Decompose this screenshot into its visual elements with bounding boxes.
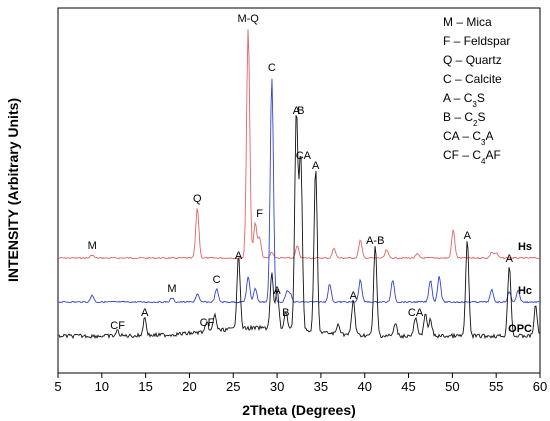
peak-label: F — [256, 208, 263, 220]
series-label-hs: Hs — [518, 241, 532, 253]
peak-label: M — [88, 240, 97, 252]
x-tick-label: 50 — [445, 379, 459, 394]
peak-label: B — [282, 307, 289, 319]
peak-label: CA — [296, 150, 312, 162]
x-tick-label: 60 — [533, 379, 547, 394]
x-tick-label: 20 — [182, 379, 196, 394]
peak-label: B — [297, 105, 304, 117]
series-line-opc — [58, 115, 540, 340]
legend-entry: M – Mica — [443, 15, 492, 29]
series-label-opc: OPC — [508, 323, 532, 335]
peak-label: Q — [193, 193, 202, 205]
legend-entry: C – Calcite — [443, 72, 502, 86]
peak-label: M-Q — [237, 13, 259, 25]
legend-entry: CF – C4AF — [443, 148, 501, 166]
peak-label: CF — [110, 320, 125, 332]
peak-label: A — [350, 290, 358, 302]
x-axis-ticks: 5 10 15 20 25 30 35 40 45 50 55 60 — [54, 373, 547, 394]
x-tick-label: 30 — [270, 379, 284, 394]
x-axis-title: 2Theta (Degrees) — [242, 402, 356, 418]
x-tick-label: 25 — [226, 379, 240, 394]
x-tick-label: 55 — [489, 379, 503, 394]
peak-label: A — [506, 253, 514, 265]
x-tick-label: 45 — [401, 379, 415, 394]
peak-label: C — [268, 62, 276, 74]
series-labels: Hs Hc OPC — [508, 241, 532, 335]
legend-entry: Q – Quartz — [443, 53, 502, 67]
peak-label: A — [293, 105, 301, 117]
peak-label: CF — [200, 317, 215, 329]
legend-entry: A – C3S — [443, 91, 485, 109]
peak-label: CA — [408, 307, 424, 319]
peak-label: C — [213, 274, 221, 286]
series-line-hc — [58, 78, 540, 304]
y-axis-title: INTENSITY (Arbitrary Units) — [5, 98, 21, 282]
peak-label: A — [273, 285, 281, 297]
series-label-hc: Hc — [518, 285, 532, 297]
series-line-hs — [58, 29, 540, 260]
x-tick-label: 35 — [314, 379, 328, 394]
series-layer — [58, 29, 540, 340]
peak-label: A — [141, 307, 149, 319]
x-tick-label: 40 — [357, 379, 371, 394]
peak-label: A-B — [366, 235, 384, 247]
legend-entry: B – C2S — [443, 110, 486, 128]
peak-label: A — [464, 230, 472, 242]
legend-entry: F – Feldspar — [443, 34, 510, 48]
peak-label: A — [312, 160, 320, 172]
x-tick-label: 10 — [95, 379, 109, 394]
plot-frame — [57, 7, 541, 374]
x-tick-label: 5 — [54, 379, 61, 394]
peak-label: A — [235, 250, 243, 262]
x-tick-label: 15 — [138, 379, 152, 394]
peak-label: M — [167, 283, 176, 295]
legend-entry: CA – C3A — [443, 129, 494, 147]
legend: M – Mica F – Feldspar Q – Quartz C – Calcit… — [443, 15, 510, 166]
